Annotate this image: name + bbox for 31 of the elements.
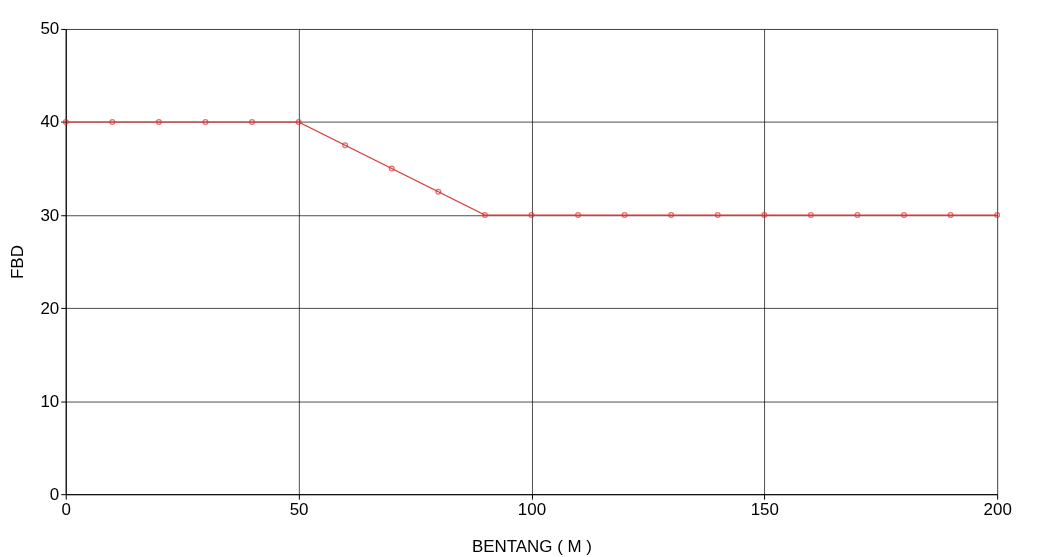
- point: [807, 212, 814, 219]
- point: [202, 119, 209, 125]
- point: [155, 119, 162, 125]
- point: [854, 212, 861, 219]
- y-axis-title: FBD: [7, 245, 27, 279]
- point: [109, 119, 116, 125]
- x-tick-label: 150: [750, 499, 779, 519]
- point: [901, 212, 908, 219]
- point: [761, 212, 768, 219]
- x-tick-label: 200: [983, 499, 1012, 519]
- y-tick-label: 20: [40, 298, 60, 318]
- y-tick-label: 30: [40, 205, 60, 225]
- point: [342, 142, 349, 149]
- y-tick-label: 50: [40, 19, 60, 39]
- point: [621, 212, 628, 219]
- point: [947, 212, 954, 219]
- point: [575, 212, 582, 219]
- point: [714, 212, 721, 219]
- y-tick-label: 10: [40, 391, 60, 411]
- x-tick-label: 50: [289, 499, 309, 519]
- point: [388, 165, 395, 172]
- point: [528, 212, 535, 219]
- point: [435, 188, 442, 195]
- y-tick-label: 0: [49, 484, 60, 504]
- point: [481, 212, 488, 219]
- y-tick-label: 40: [40, 112, 60, 132]
- x-axis-title: BENTANG ( M ): [471, 537, 592, 557]
- point: [295, 119, 302, 125]
- point: [249, 119, 256, 125]
- point: [668, 212, 675, 219]
- x-tick-label: 100: [517, 499, 547, 519]
